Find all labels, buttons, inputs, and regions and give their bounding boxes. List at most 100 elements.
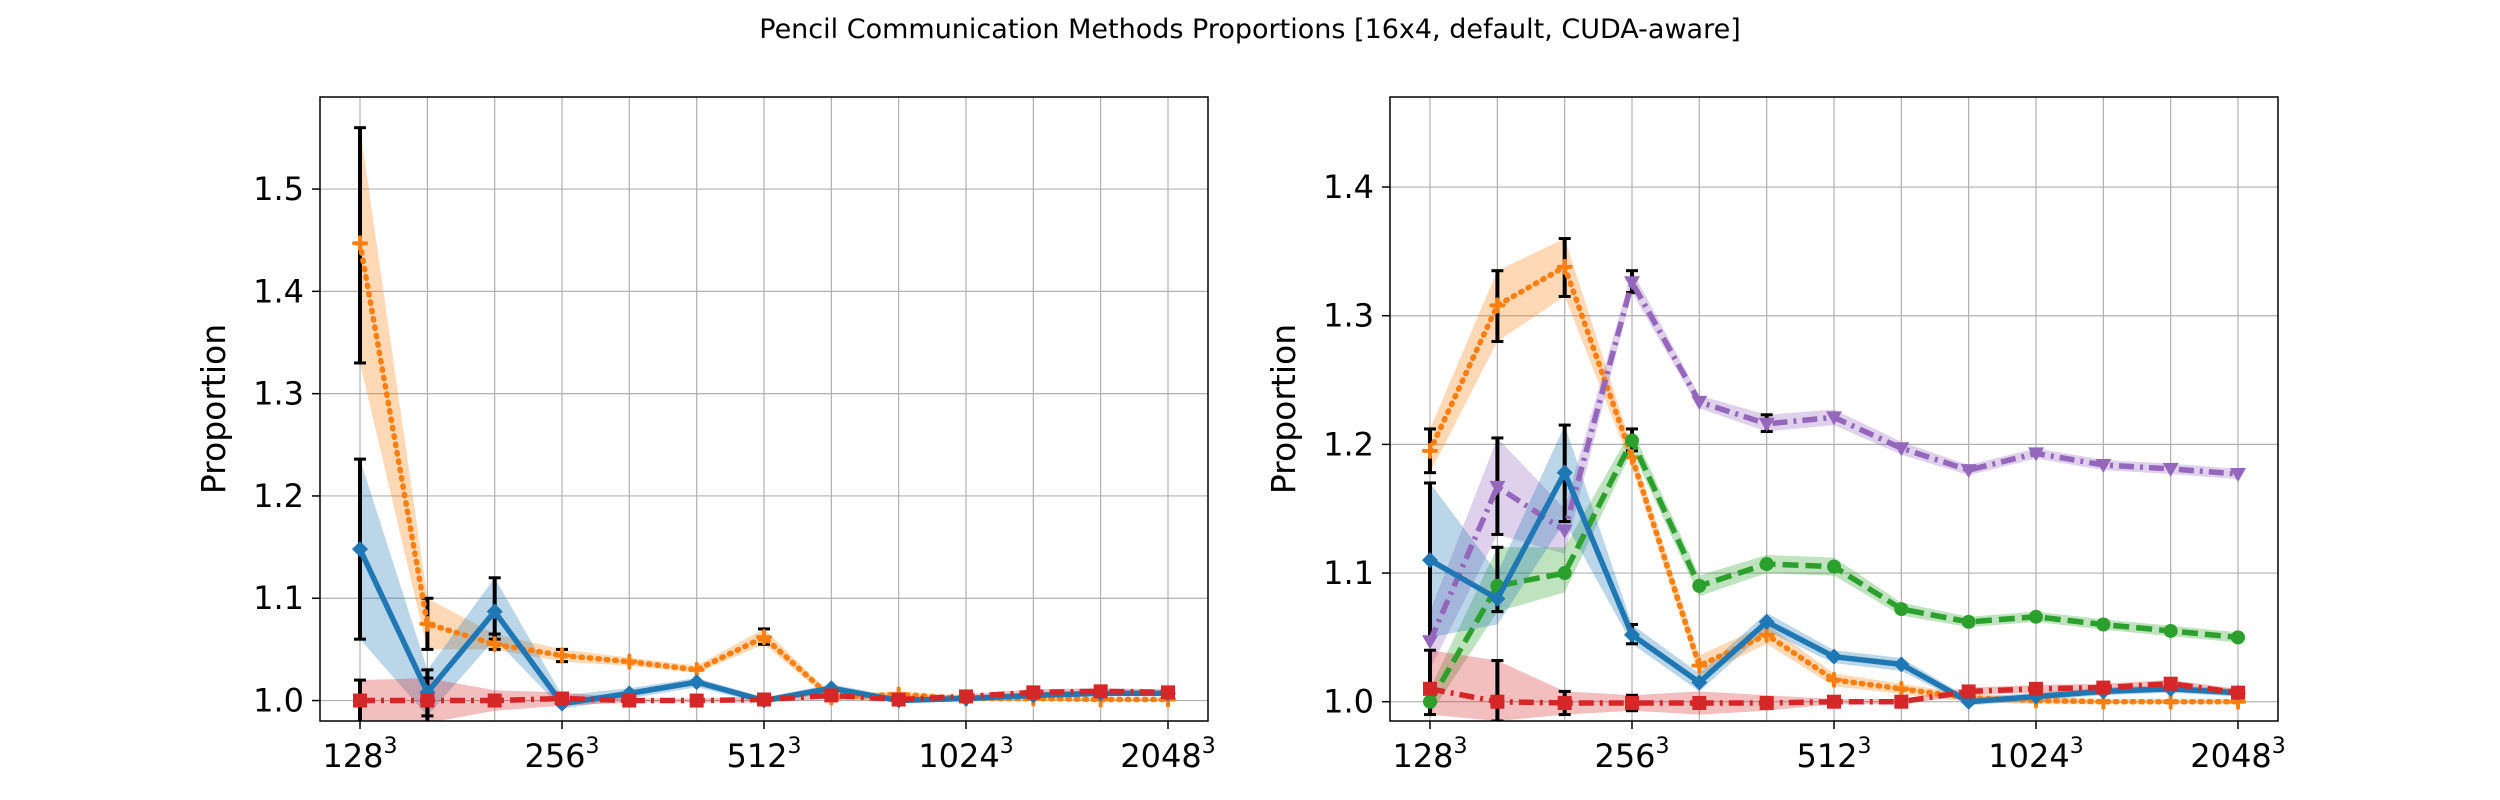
orange-data-point: [1826, 671, 1842, 688]
y-tick-label: 1.1: [1323, 554, 1374, 592]
orange-confidence-band: [1430, 238, 2238, 705]
axes-frame: [319, 96, 1209, 722]
y-tick-label: 1.0: [1323, 683, 1374, 721]
y-tick-label: 1.0: [253, 682, 304, 720]
orange-data-point: [352, 235, 368, 252]
series-layer: [1422, 237, 2246, 721]
purple-data-point: [2162, 462, 2179, 477]
purple-data-point: [2095, 458, 2112, 473]
error-bar: [1491, 659, 1504, 721]
y-axis-label: Proportion: [1264, 324, 1303, 494]
green-data-point: [1759, 557, 1774, 572]
red-data-point: [487, 693, 502, 708]
orange-data-point: [1691, 657, 1708, 674]
purple-data-point: [1489, 480, 1506, 495]
purple-data-point: [1624, 276, 1640, 291]
green-data-point: [2163, 623, 2178, 638]
green-data-point: [1423, 694, 1437, 709]
purple-data-point: [1556, 524, 1573, 539]
red-data-point: [689, 693, 704, 708]
orange-data-point: [1624, 449, 1640, 466]
green-data-point: [1625, 433, 1639, 448]
red-data-point: [1961, 684, 1976, 699]
purple-data-point: [2230, 467, 2246, 482]
red-data-point: [420, 693, 435, 708]
y-tick-label: 1.3: [253, 375, 304, 413]
red-data-point: [2231, 685, 2245, 700]
red-data-point: [1625, 695, 1639, 710]
red-data-point: [1423, 681, 1437, 696]
blue-data-point: [1556, 464, 1573, 481]
x-tick-label: 1283: [322, 734, 397, 775]
right-chart-panel: 1.0 1.1 1.2 1.3 1.4 1283 2563 5123 10243 20483 Pro…: [1264, 96, 2286, 775]
x-tick-label: 1283: [1392, 734, 1467, 775]
blue-data-point: [1826, 648, 1842, 665]
purple-data-point: [1758, 417, 1775, 432]
purple-data-point: [1893, 442, 1910, 457]
axes-frame: [1389, 96, 2279, 722]
x-tick-label: 10243: [1988, 734, 2083, 775]
blue-data-point: [1691, 674, 1708, 691]
x-tick-label: 10243: [918, 734, 1013, 775]
y-axis-label: Proportion: [194, 324, 233, 494]
purple-data-point: [1960, 464, 1977, 479]
red-data-point: [555, 691, 569, 706]
purple-data-point: [1691, 395, 1708, 410]
red-data-point: [824, 688, 839, 703]
red-data-point: [622, 693, 637, 708]
blue-data-point: [1422, 552, 1438, 569]
purple-data-point: [1826, 411, 1842, 426]
green-data-point: [1894, 602, 1909, 617]
blue-data-point: [688, 674, 705, 691]
orange-data-point: [1556, 258, 1573, 275]
y-tick-label: 1.3: [1323, 297, 1374, 335]
x-tick-label: 20483: [2190, 734, 2285, 775]
series-layer: [352, 126, 1176, 721]
purple-data-point: [2028, 447, 2044, 462]
orange-data-point: [419, 615, 436, 632]
red-data-point: [1759, 695, 1774, 710]
red-data-point: [891, 692, 906, 707]
blue-data-point: [352, 541, 368, 558]
orange-data-point: [688, 661, 705, 678]
blue-data-point: [1893, 656, 1910, 673]
blue-data-point: [486, 603, 503, 620]
red-data-point: [1093, 684, 1108, 699]
y-tick-label: 1.4: [253, 272, 304, 310]
green-data-point: [2029, 609, 2043, 624]
x-tick-label: 20483: [1120, 734, 1215, 775]
blue-confidence-band: [360, 459, 1168, 716]
red-data-point: [2163, 676, 2178, 691]
x-tick-label: 2563: [1594, 734, 1669, 775]
red-data-point: [2096, 680, 2111, 695]
orange-confidence-band: [360, 127, 1168, 702]
x-tick-label: 5123: [1796, 734, 1871, 775]
purple-data-point: [1422, 635, 1438, 650]
green-data-point: [1692, 578, 1707, 593]
green-data-point: [2231, 630, 2245, 645]
red-data-point: [1161, 685, 1175, 700]
orange-data-point: [756, 629, 772, 646]
green-data-point: [1961, 614, 1976, 629]
red-data-point: [1894, 694, 1909, 709]
green-data-point: [2096, 617, 2111, 632]
y-tick-label: 1.5: [253, 170, 304, 208]
red-data-point: [1692, 695, 1707, 710]
orange-data-point: [1893, 680, 1910, 697]
red-data-point: [2029, 681, 2043, 696]
blue-data-point: [1758, 613, 1775, 630]
orange-data-point: [554, 647, 570, 664]
orange-data-point: [621, 653, 638, 670]
red-data-point: [353, 693, 367, 708]
red-data-point: [959, 689, 973, 704]
orange-data-point: [1422, 442, 1438, 459]
red-data-point: [757, 692, 771, 707]
green-data-point: [1557, 566, 1572, 581]
red-data-point: [1026, 685, 1041, 700]
orange-data-point: [2162, 693, 2179, 710]
left-chart-panel: 1.0 1.1 1.2 1.3 1.4 1.5 1283 2563 5123 10243 20483…: [194, 96, 1216, 775]
green-data-point: [1827, 559, 1841, 574]
orange-data-point: [1489, 297, 1506, 314]
blue-data-point: [1489, 590, 1506, 607]
